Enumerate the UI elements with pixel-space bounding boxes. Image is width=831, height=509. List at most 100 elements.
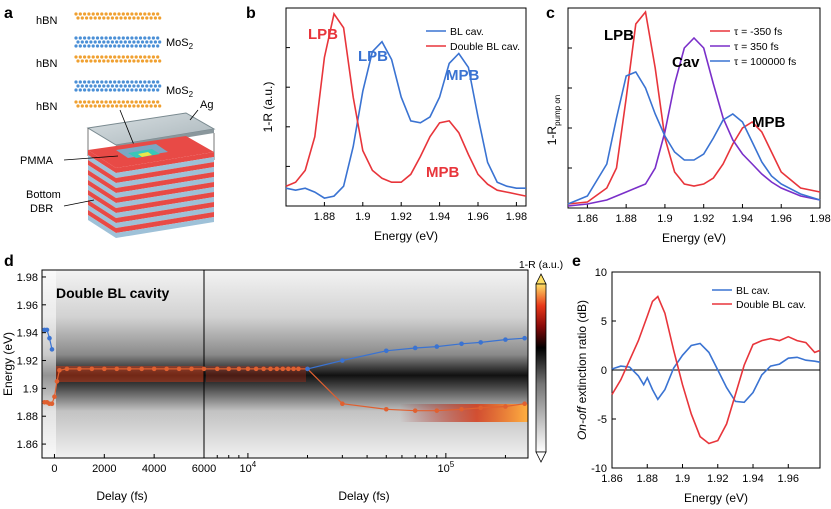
atom-hbn [151, 100, 155, 104]
atom-hbn [80, 104, 84, 108]
atom-hbn [95, 12, 100, 16]
panel-d-x-label-log: Delay (fs) [338, 489, 389, 503]
x-tick-label: 2000 [92, 463, 116, 475]
branch-point [412, 408, 418, 413]
x-tick-label: 1.92 [390, 211, 411, 223]
atom-mos2 [87, 36, 91, 40]
atom-hbn [136, 59, 140, 63]
atom-hbn [123, 104, 127, 108]
atom-mos2 [132, 84, 136, 88]
branch-point [286, 366, 291, 372]
atom-hbn [143, 12, 147, 16]
dbr-stripe-front [88, 210, 116, 233]
atom-mos2 [80, 84, 84, 88]
y-tick-label: 1.88 [17, 411, 38, 423]
heatmap-background [42, 270, 528, 458]
x-tick-label: 1.92 [693, 213, 714, 225]
atom-hbn [138, 55, 143, 59]
panel-c-frame [567, 7, 821, 209]
atom-hbn [91, 12, 95, 16]
dbr-label: DBR [30, 203, 53, 215]
branch-point [412, 345, 418, 351]
branch-point [340, 401, 345, 406]
atom-hbn [115, 16, 119, 20]
atom-mos2 [104, 36, 108, 40]
atom-mos2 [100, 88, 104, 92]
atom-hbn [110, 59, 114, 63]
x-tick-label: 1.9 [355, 211, 370, 223]
atom-hbn [126, 12, 130, 16]
branch-point [189, 366, 194, 372]
atom-hbn [95, 55, 100, 59]
atom-mos2 [106, 40, 110, 44]
atom-mos2 [132, 40, 136, 44]
atom-hbn [113, 12, 117, 16]
dbr-stripe-front [88, 165, 116, 188]
atom-hbn [93, 16, 97, 20]
atom-mos2 [85, 40, 89, 44]
atom-hbn [102, 59, 106, 63]
dbr-stripe-side [116, 197, 214, 218]
branch-point [245, 366, 251, 372]
atom-hbn [140, 59, 145, 63]
branch-point [126, 366, 132, 372]
panel-letter-e: e [572, 253, 581, 270]
panel-letter-a: a [4, 5, 13, 22]
atom-mos2 [126, 36, 130, 40]
pmma-leader-line [63, 155, 119, 161]
branch-point [296, 366, 301, 372]
legend-label-double-bl-cav: Double BL cav. [736, 299, 806, 311]
branch-point [102, 366, 107, 372]
panel-d-title: Double BL cavity [56, 285, 170, 301]
atom-mos2 [87, 44, 91, 48]
atom-hbn [97, 59, 102, 63]
dbr-stripe-front [88, 200, 116, 223]
atom-hbn [123, 16, 127, 20]
atom-mos2 [147, 80, 151, 84]
atom-mos2 [113, 88, 117, 92]
dbr-stripe-side [116, 202, 214, 223]
x-tick-label: 1.96 [778, 473, 799, 485]
panel-c-chart: 1.86 1.88 1.9 1.92 1.94 1.96 1.98 Energy (eV) … [545, 7, 831, 245]
panel-e-x-label: Energy (eV) [684, 491, 748, 505]
atom-mos2 [117, 36, 121, 40]
branch-point [459, 406, 464, 412]
atom-mos2 [117, 44, 121, 48]
series-line-bl-cav [611, 342, 821, 404]
dbr-stripe-side [116, 172, 214, 193]
layer-label-hbn-1: hBN [36, 15, 57, 27]
atom-mos2 [140, 84, 145, 88]
branch-point [77, 366, 82, 372]
atom-hbn [74, 55, 78, 59]
panel-c-x-label: Energy (eV) [662, 231, 726, 245]
x-tick-label: 1.96 [771, 213, 792, 225]
atom-hbn [100, 55, 104, 59]
branch-point [253, 366, 259, 372]
x-tick-label: 1.88 [314, 211, 335, 223]
branch-point [291, 366, 296, 372]
atom-hbn [128, 59, 132, 63]
atom-hbn [156, 55, 160, 59]
atom-mos2 [108, 88, 112, 92]
atom-mos2 [85, 84, 89, 88]
atom-hbn [87, 100, 91, 104]
x-tick-label: 4000 [142, 463, 166, 475]
atom-mos2 [145, 40, 149, 44]
dbr-stripe-front [88, 160, 116, 183]
colorbar-top-arrow [535, 273, 547, 285]
x-tick-label: 1.9 [657, 213, 672, 225]
atom-mos2 [104, 88, 108, 92]
branch-point [57, 367, 62, 373]
atom-hbn [83, 55, 87, 59]
atom-mos2 [74, 88, 78, 92]
atom-hbn [102, 104, 106, 108]
branch-point [49, 401, 55, 406]
atom-mos2 [113, 36, 117, 40]
atom-hbn [121, 12, 125, 16]
branch-point [54, 379, 60, 384]
atom-hbn [151, 55, 155, 59]
atom-mos2 [149, 40, 153, 44]
pmma-label: PMMA [20, 155, 54, 167]
atom-hbn [106, 104, 110, 108]
